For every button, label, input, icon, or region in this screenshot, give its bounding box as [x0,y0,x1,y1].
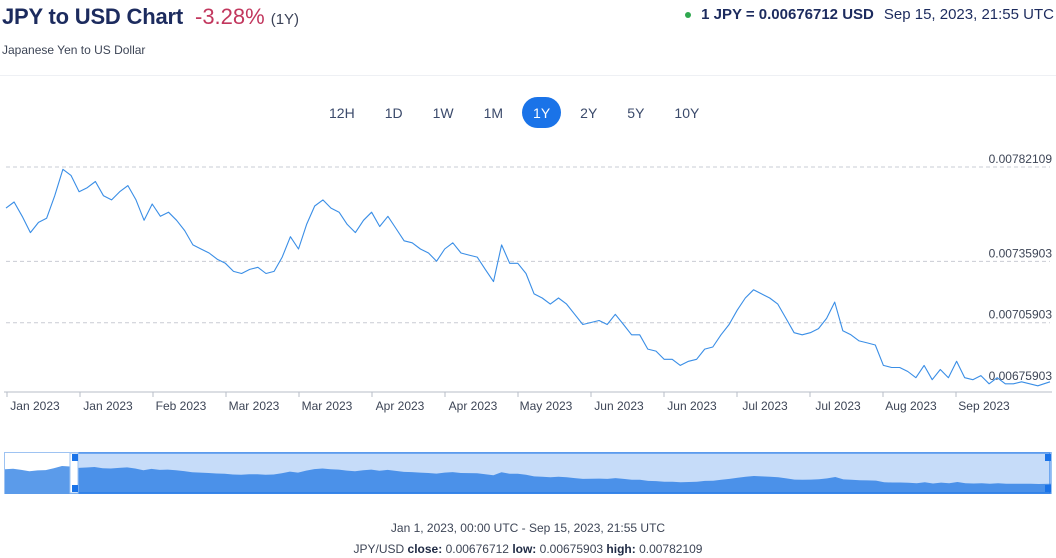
high-value: 0.00782109 [639,542,703,556]
x-tick-label: Aug 2023 [885,399,937,413]
range-tab-1d[interactable]: 1D [384,104,403,121]
x-tick-label: Mar 2023 [302,399,353,413]
x-tick-label: Jun 2023 [667,399,717,413]
title-row: JPY to USD Chart -3.28% (1Y) [2,4,299,30]
range-tab-2y[interactable]: 2Y [580,104,598,121]
x-tick-label: May 2023 [520,399,573,413]
y-tick-label: 0.00735903 [989,246,1053,260]
low-value: 0.00675903 [539,542,604,556]
navigator-left-handle-bottom[interactable] [72,485,78,492]
range-tab-1w[interactable]: 1W [432,104,454,121]
x-tick-label: Mar 2023 [229,399,280,413]
x-tick-label: Apr 2023 [449,399,498,413]
navigator-left-handle-top[interactable] [72,454,78,461]
y-tick-label: 0.00675903 [989,369,1053,383]
navigator-selection[interactable] [77,452,1051,494]
high-label: high: [606,542,636,556]
chart-header: JPY to USD Chart -3.28% (1Y) Japanese Ye… [0,0,1056,76]
rate-timestamp: Sep 15, 2023, 21:55 UTC [883,6,1054,23]
price-chart[interactable]: 0.00782109 0.00735903 0.00705903 0.00675903… [0,140,1056,420]
x-tick-label: Jul 2023 [815,399,861,413]
change-percent: -3.28% [195,4,265,29]
current-rate: 1 JPY = 0.00676712 USD Sep 15, 2023, 21:… [685,6,1054,23]
low-label: low: [512,542,537,556]
range-tab-12h[interactable]: 12H [329,104,355,121]
y-tick-label: 0.00705903 [989,308,1053,322]
rate-value: 1 JPY = 0.00676712 USD [701,6,874,23]
x-tick-label: Apr 2023 [376,399,425,413]
range-tab-1m[interactable]: 1M [483,104,504,121]
live-dot-icon [685,11,692,18]
navigator-left-white-handle [69,452,79,494]
x-tick-label: Jan 2023 [83,399,133,413]
pair-description: Japanese Yen to US Dollar [2,43,146,57]
period-label: (1Y) [270,11,300,28]
navigator-right-handle-top[interactable] [1045,454,1051,461]
x-tick-label: Jan 2023 [10,399,60,413]
navigator-right-handle-bottom[interactable] [1045,485,1051,492]
y-tick-label: 0.00782109 [989,152,1053,166]
footer-range: Jan 1, 2023, 00:00 UTC - Sep 15, 2023, 2… [390,521,666,535]
close-value: 0.00676712 [445,542,509,556]
range-navigator[interactable] [4,452,1052,494]
pair-label: JPY/USD [353,542,405,556]
range-tabs: 12H 1D 1W 1M 1Y 2Y 5Y 10Y [318,97,718,128]
page-title: JPY to USD Chart [2,4,183,29]
navigator-area [5,466,1051,494]
x-tick-label: Jun 2023 [594,399,644,413]
close-label: close: [407,542,443,556]
range-tab-10y[interactable]: 10Y [674,104,700,121]
footer-stats: JPY/USD close: 0.00676712 low: 0.0067590… [0,542,1056,556]
x-tick-label: Sep 2023 [958,399,1010,413]
range-tab-5y[interactable]: 5Y [627,104,645,121]
series-line-jpy-usd [5,168,1051,387]
x-tick-label: Jul 2023 [742,399,788,413]
x-tick-label: Feb 2023 [156,399,207,413]
range-tab-1y[interactable]: 1Y [522,97,562,128]
